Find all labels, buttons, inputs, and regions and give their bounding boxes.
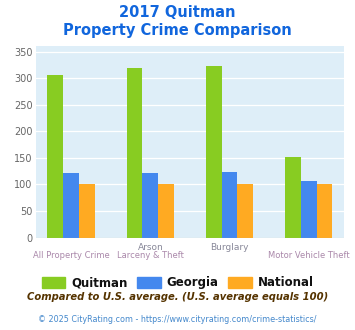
Legend: Quitman, Georgia, National: Quitman, Georgia, National <box>37 272 318 294</box>
Bar <box>301 181 317 238</box>
Bar <box>79 184 95 238</box>
Text: Larceny & Theft: Larceny & Theft <box>117 251 184 260</box>
Bar <box>142 173 158 238</box>
Text: All Property Crime: All Property Crime <box>33 251 109 260</box>
Text: Burglary: Burglary <box>210 243 249 251</box>
Bar <box>317 184 333 238</box>
Bar <box>63 173 79 238</box>
Text: Compared to U.S. average. (U.S. average equals 100): Compared to U.S. average. (U.S. average … <box>27 292 328 302</box>
Bar <box>47 76 63 238</box>
Bar <box>206 66 222 238</box>
Text: Arson: Arson <box>137 243 163 251</box>
Bar <box>127 68 142 238</box>
Bar <box>222 172 237 238</box>
Bar <box>237 184 253 238</box>
Text: 2017 Quitman: 2017 Quitman <box>119 5 236 20</box>
Text: © 2025 CityRating.com - https://www.cityrating.com/crime-statistics/: © 2025 CityRating.com - https://www.city… <box>38 315 317 324</box>
Bar <box>285 157 301 238</box>
Text: Property Crime Comparison: Property Crime Comparison <box>63 23 292 38</box>
Text: Motor Vehicle Theft: Motor Vehicle Theft <box>268 251 350 260</box>
Bar <box>158 184 174 238</box>
